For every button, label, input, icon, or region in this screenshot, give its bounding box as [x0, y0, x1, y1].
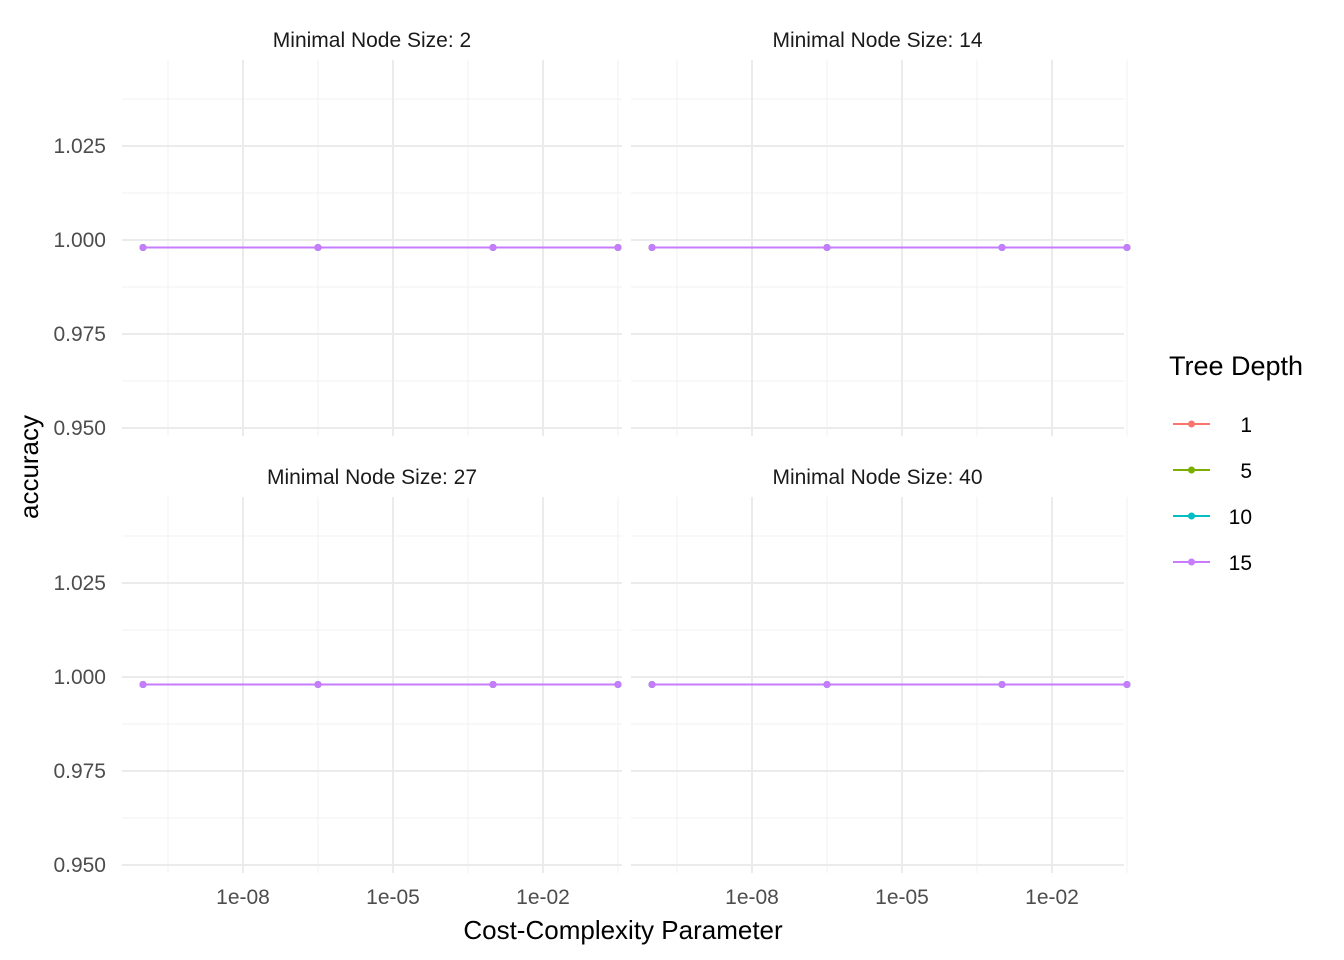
legend-key: 5 [1173, 460, 1252, 483]
data-point-depth-15 [1123, 681, 1131, 689]
legend-label: 15 [1229, 552, 1252, 575]
facet-strip-title: Minimal Node Size: 40 [772, 466, 982, 489]
legend-title: Tree Depth [1169, 351, 1303, 381]
data-point-depth-15 [614, 681, 622, 689]
legend-label: 5 [1240, 460, 1252, 483]
facet-strip-title: Minimal Node Size: 14 [772, 29, 982, 52]
x-tick-label: 1e-02 [1025, 886, 1079, 909]
facet-panel: Minimal Node Size: 40 [631, 466, 1131, 873]
y-tick-label: 0.950 [53, 854, 106, 877]
x-tick-label: 1e-08 [216, 886, 270, 909]
legend-key: 10 [1173, 506, 1252, 529]
data-point-depth-15 [614, 244, 622, 252]
y-tick-label: 1.025 [53, 572, 106, 595]
legend-key: 15 [1173, 552, 1252, 575]
y-tick-label: 0.950 [53, 417, 106, 440]
data-point-depth-15 [648, 681, 656, 689]
x-tick-label: 1e-05 [366, 886, 420, 909]
legend-label: 10 [1229, 506, 1252, 529]
x-axis-title: Cost-Complexity Parameter [463, 915, 783, 945]
data-point-depth-15 [314, 244, 322, 252]
data-point-depth-15 [823, 681, 831, 689]
y-axis-title: accuracy [14, 415, 44, 519]
data-point-depth-15 [648, 244, 656, 252]
y-tick-label: 1.000 [53, 666, 106, 689]
facet-strip-title: Minimal Node Size: 27 [267, 466, 477, 489]
facet-strip-title: Minimal Node Size: 2 [273, 29, 471, 52]
y-axis-tick-labels: 0.950 0.975 1.000 1.025 0.950 0.975 1.000 1.025 [53, 135, 106, 877]
data-point-depth-15 [823, 244, 831, 252]
facet-panel: Minimal Node Size: 14 [631, 29, 1131, 436]
x-tick-label: 1e-05 [875, 886, 929, 909]
data-point-depth-15 [998, 681, 1006, 689]
legend-key-point [1188, 466, 1195, 474]
facet-panels: Minimal Node Size: 2 Minimal Node Size: 1… [122, 29, 1131, 873]
y-tick-label: 1.025 [53, 135, 106, 158]
data-point-depth-15 [139, 244, 147, 252]
data-point-depth-15 [1123, 244, 1131, 252]
x-tick-label: 1e-02 [516, 886, 570, 909]
y-tick-label: 1.000 [53, 229, 106, 252]
x-tick-label: 1e-08 [725, 886, 779, 909]
legend-key-point [1188, 512, 1195, 520]
x-axis-tick-labels: 1e-08 1e-05 1e-02 1e-08 1e-05 1e-02 [216, 886, 1079, 909]
legend-label: 1 [1240, 414, 1252, 437]
data-point-depth-15 [998, 244, 1006, 252]
legend-key-point [1188, 558, 1195, 566]
data-point-depth-15 [489, 681, 497, 689]
facet-panel: Minimal Node Size: 27 [122, 466, 622, 873]
facet-panel: Minimal Node Size: 2 [122, 29, 622, 436]
data-point-depth-15 [489, 244, 497, 252]
data-point-depth-15 [314, 681, 322, 689]
legend-key-point [1188, 420, 1195, 428]
y-tick-label: 0.975 [53, 323, 106, 346]
data-point-depth-15 [139, 681, 147, 689]
y-tick-label: 0.975 [53, 760, 106, 783]
legend-key: 1 [1173, 414, 1252, 437]
